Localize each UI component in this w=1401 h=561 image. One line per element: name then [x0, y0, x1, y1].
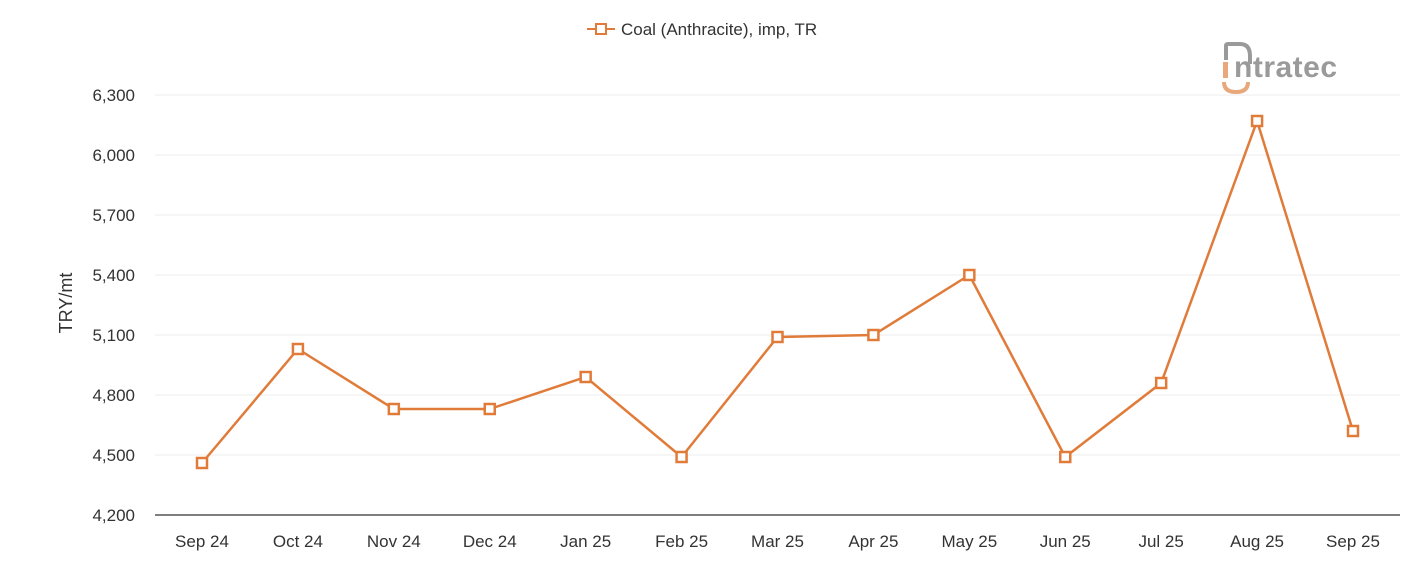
data-point-marker[interactable]: [483, 402, 496, 416]
brand-name: ntratec: [1234, 51, 1338, 84]
y-tick-label: 6,300: [92, 86, 135, 105]
y-tick-label: 4,500: [92, 446, 135, 465]
legend: Coal (Anthracite), imp, TR: [587, 20, 817, 39]
data-point-marker[interactable]: [291, 342, 305, 356]
data-point-marker[interactable]: [1346, 424, 1360, 438]
y-axis-ticks: 4,200 4,500 4,800 5,100 5,400 5,700 6,000 6,300: [92, 86, 135, 525]
data-point-marker[interactable]: [771, 330, 784, 344]
data-point-marker[interactable]: [1250, 114, 1264, 128]
x-tick-label: Mar 25: [751, 532, 804, 551]
data-point-marker[interactable]: [387, 402, 401, 416]
data-point-marker[interactable]: [195, 456, 209, 470]
x-axis-ticks: Sep 24 Oct 24 Nov 24 Dec 24 Jan 25 Feb 25 Mar …: [175, 532, 1380, 551]
y-tick-label: 4,800: [92, 386, 135, 405]
x-tick-label: Sep 25: [1326, 532, 1380, 551]
data-point-marker[interactable]: [1154, 376, 1168, 390]
gridlines: [155, 94, 1400, 456]
x-tick-label: May 25: [941, 532, 997, 551]
y-tick-label: 6,000: [92, 146, 135, 165]
x-tick-label: Jan 25: [560, 532, 611, 551]
logo-mark-icon: [1224, 42, 1252, 64]
x-tick-label: Jun 25: [1040, 532, 1091, 551]
x-tick-label: Dec 24: [463, 532, 517, 551]
data-point-marker[interactable]: [963, 268, 976, 282]
logo-accent-icon: [1222, 81, 1250, 95]
x-tick-label: Jul 25: [1138, 532, 1183, 551]
data-point-marker[interactable]: [675, 450, 688, 464]
x-tick-label: Sep 24: [175, 532, 229, 551]
data-point-marker[interactable]: [1059, 450, 1072, 464]
y-tick-label: 5,700: [92, 206, 135, 225]
x-tick-label: Oct 24: [273, 532, 323, 551]
intratec-logo: ntratec: [1222, 42, 1338, 95]
x-tick-label: Nov 24: [367, 532, 421, 551]
y-tick-label: 5,400: [92, 266, 135, 285]
data-point-marker[interactable]: [579, 370, 592, 384]
series-line: [201, 119, 1355, 464]
y-tick-label: 5,100: [92, 326, 135, 345]
y-axis-title: TRY/mt: [56, 273, 76, 334]
logo-i-stem: [1223, 62, 1228, 78]
y-tick-label: 4,200: [92, 506, 135, 525]
series-coal-anthracite: [195, 114, 1360, 470]
data-point-marker[interactable]: [867, 328, 880, 342]
x-tick-label: Aug 25: [1230, 532, 1284, 551]
legend-marker-swatch: [595, 23, 607, 35]
x-tick-label: Apr 25: [848, 532, 898, 551]
x-tick-label: Feb 25: [655, 532, 708, 551]
legend-label: Coal (Anthracite), imp, TR: [621, 20, 817, 39]
